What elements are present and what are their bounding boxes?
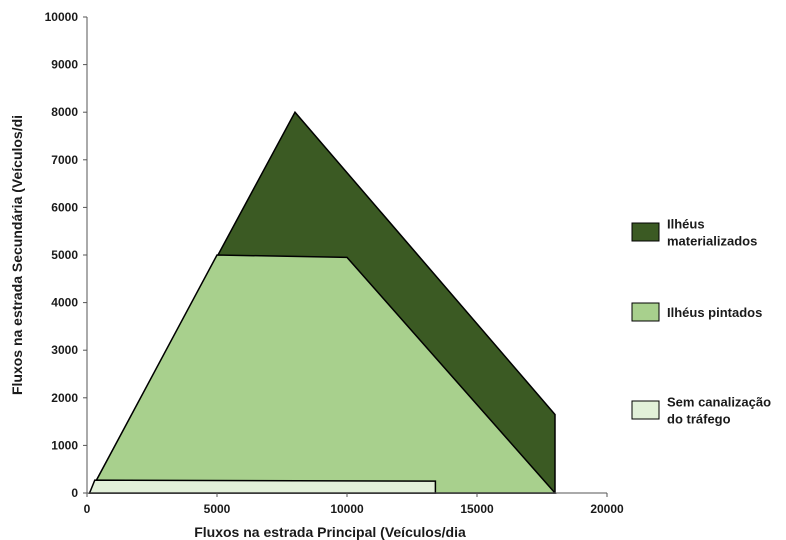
legend-swatch bbox=[631, 222, 660, 242]
y-tick-label: 9000 bbox=[51, 58, 78, 72]
legend-label: Ilhéus pintados bbox=[667, 305, 762, 320]
x-axis-title: Fluxos na estrada Principal (Veículos/di… bbox=[194, 524, 466, 540]
x-tick-label: 15000 bbox=[460, 502, 494, 516]
y-tick-label: 5000 bbox=[51, 248, 78, 262]
y-tick-label: 0 bbox=[71, 486, 78, 500]
y-tick-label: 6000 bbox=[51, 200, 78, 214]
x-tick-label: 0 bbox=[84, 502, 91, 516]
y-tick-label: 2000 bbox=[51, 391, 78, 405]
legend-label: Ilhéus bbox=[667, 217, 705, 232]
x-tick-label: 5000 bbox=[204, 502, 231, 516]
y-tick-label: 3000 bbox=[51, 343, 78, 357]
y-axis-title: Fluxos na estrada Secundária (Veículos/d… bbox=[9, 115, 25, 395]
legend-label: do tráfego bbox=[667, 412, 731, 427]
x-tick-labels: 0 5000 10000 15000 20000 bbox=[84, 493, 624, 516]
y-tick-label: 4000 bbox=[51, 296, 78, 310]
legend-swatch bbox=[631, 400, 660, 420]
x-tick-label: 10000 bbox=[330, 502, 364, 516]
y-tick-label: 8000 bbox=[51, 105, 78, 119]
y-tick-labels: 0 1000 2000 3000 4000 5000 6000 7000 8000 9000 100… bbox=[45, 10, 87, 500]
legend-swatch bbox=[631, 302, 660, 322]
y-tick-label: 1000 bbox=[51, 438, 78, 452]
region-3 bbox=[88, 479, 437, 494]
y-tick-label: 7000 bbox=[51, 153, 78, 167]
y-tick-label: 10000 bbox=[45, 10, 79, 24]
legend-label: Sem canalização bbox=[667, 395, 771, 410]
x-tick-label: 20000 bbox=[590, 502, 624, 516]
legend-label: materializados bbox=[667, 234, 757, 249]
legend: Ilhéus materializados Ilhéus pintados Sem c… bbox=[631, 217, 771, 427]
chart-regions bbox=[88, 110, 557, 494]
